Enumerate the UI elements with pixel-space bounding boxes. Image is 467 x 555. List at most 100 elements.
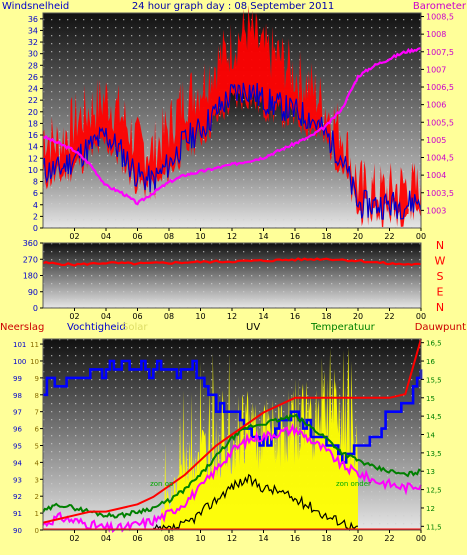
uv-y-tick-label: 2 [35,493,39,501]
uv-line [153,473,359,532]
climate-panel-x-tick-label: 08 [164,534,174,543]
barometer-y-tick-label: 1005 [426,136,446,145]
wind-y-tick-label: 28 [28,61,38,70]
barometer-y-tick-label: 1004 [426,171,446,180]
direction-y-tick-label: 0 [33,304,38,313]
wind-panel-x-tick-label: 16 [290,232,300,241]
barometer-y-tick-label: 1003 [426,206,446,215]
humidity-y-tick-label: 91 [13,510,22,518]
humidity-y-tick-label: 92 [13,493,22,501]
chart-title: 24 hour graph day : 08 September 2011 [132,1,334,12]
direction-panel-x-tick-label: 04 [101,312,111,321]
climate-panel-x-tick-label: 12 [227,534,237,543]
barometer-axis-title: Barometer [413,1,467,12]
wind-y-tick-label: 2 [33,212,38,221]
humidity-y-tick-label: 93 [13,476,22,484]
compass-letter-n: N [436,301,444,314]
direction-panel-x-tick-label: 18 [321,312,331,321]
humidity-y-tick-label: 101 [13,341,26,349]
wind-direction-line [42,257,422,267]
direction-panel-x-tick-label: 10 [195,312,205,321]
humidity-y-tick-label: 95 [13,442,22,450]
uv-y-tick-label: 11 [30,341,39,349]
barometer-y-tick-label: 1007 [426,65,446,74]
wind-panel-x-tick-label: 14 [258,232,268,241]
uv-y-tick-label: 7 [35,409,39,417]
wind-area-lower-dots [43,90,421,228]
wind-y-tick-label: 0 [33,224,38,233]
wind-panel-x-tick-label: 20 [353,232,363,241]
climate-panel-x-tick-label: 20 [353,534,363,543]
temperature-line [42,413,422,519]
direction-panel-x-tick-label: 14 [258,312,268,321]
wind-y-tick-label: 22 [28,96,38,105]
barometer-y-tick-label: 1005,5 [426,118,454,127]
wind-panel-x-tick-label: 06 [132,232,142,241]
temperature-y-tick-label: 15 [426,395,435,403]
sunset-label: zon onder [336,480,371,488]
wind-panel-x-tick-label: 00 [416,232,426,241]
legend-solar: Solar [122,322,148,333]
direction-panel-x-tick-label: 00 [416,312,426,321]
temperature-y-tick-label: 11,5 [426,523,442,531]
temperature-y-tick-label: 15,5 [426,376,442,384]
legend-uv: UV [246,322,260,333]
feels-like-line [42,422,422,534]
direction-y-tick-label: 360 [23,239,38,248]
direction-panel-x-tick-label: 02 [69,312,79,321]
wind-panel-x-tick-label: 04 [101,232,111,241]
climate-panel-x-tick-label: 00 [416,534,426,543]
humidity-y-tick-label: 90 [13,527,22,535]
wind-panel-x-tick-label: 02 [69,232,79,241]
wind-y-tick-label: 34 [28,26,38,35]
direction-panel-x-tick-label: 08 [164,312,174,321]
uv-y-tick-label: 10 [30,358,39,366]
legend-neerslag: Neerslag [0,322,44,333]
humidity-y-tick-label: 99 [13,375,22,383]
temperature-y-tick-label: 12,5 [426,487,442,495]
climate-panel-x-tick-label: 14 [258,534,268,543]
climate-panel-x-tick-label: 06 [132,534,142,543]
wind-speed-line [42,82,422,220]
direction-panel-x-tick-label: 20 [353,312,363,321]
uv-y-tick-label: 5 [35,442,39,450]
temperature-y-tick-label: 14,5 [426,413,442,421]
wind-y-tick-label: 26 [28,73,38,82]
wind-y-tick-label: 30 [28,50,38,59]
humidity-line [43,359,423,464]
direction-panel-x-tick-label: 12 [227,312,237,321]
wind-y-tick-label: 10 [28,166,38,175]
temperature-y-tick-label: 14 [426,432,435,440]
wind-y-tick-label: 6 [33,189,38,198]
direction-panel-x-tick-label: 16 [290,312,300,321]
uv-y-tick-label: 3 [35,476,39,484]
wind-panel-x-tick-label: 12 [227,232,237,241]
legend-dauwpunt: Dauwpunt [415,322,466,333]
barometer-y-tick-label: 1004,5 [426,154,454,163]
uv-y-tick-label: 4 [35,459,40,467]
wind-y-tick-label: 12 [28,154,38,163]
temperature-y-tick-label: 12 [426,505,435,513]
direction-panel-dot-grid [43,243,421,308]
wind-panel-x-tick-label: 08 [164,232,174,241]
climate-panel-x-tick-label: 04 [101,534,111,543]
uv-y-tick-label: 0 [35,527,39,535]
wind-y-tick-label: 8 [33,178,38,187]
humidity-y-tick-label: 97 [13,409,22,417]
wind-panel-x-tick-label: 18 [321,232,331,241]
climate-panel-x-tick-label: 18 [321,534,331,543]
barometer-y-tick-label: 1008 [426,30,446,39]
barometer-y-tick-label: 1006 [426,101,446,110]
uv-y-tick-label: 9 [35,375,39,383]
uv-y-tick-label: 8 [35,392,39,400]
barometer-line [42,47,422,206]
sunrise-label: zon op [150,480,174,488]
wind-y-tick-label: 20 [28,108,38,117]
direction-y-tick-label: 180 [23,272,38,281]
compass-letter-e: E [437,286,444,299]
wind-axis-title: Windsnelheid [2,1,69,12]
temperature-y-tick-label: 16 [426,358,435,366]
climate-panel-x-tick-label: 22 [384,534,394,543]
